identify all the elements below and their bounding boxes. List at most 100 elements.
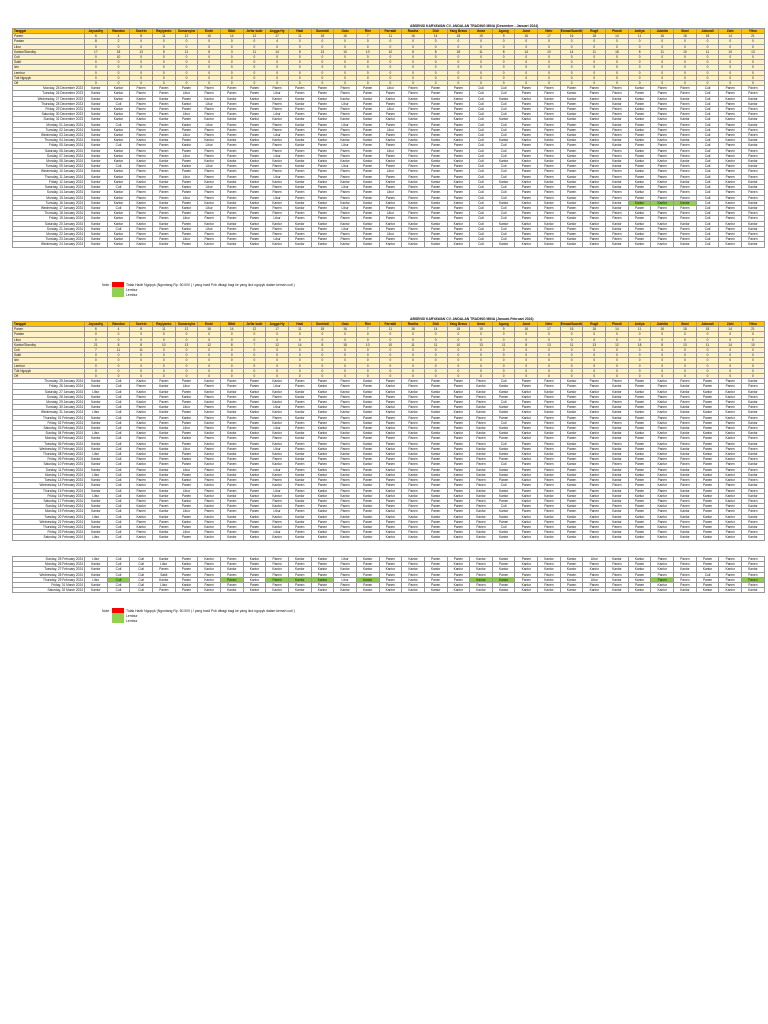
- summary-count: 0: [174, 59, 199, 66]
- table-row: Saturday, 24 February 2024 Libur Cuti Kanto…: [12, 534, 765, 541]
- column-header: Ja'far tudir: [242, 27, 267, 35]
- date-cell: Sunday, 28 January 2024: [12, 393, 85, 401]
- date-cell: Monday, 01 January 2024: [12, 121, 85, 128]
- summary-count: 0: [197, 64, 221, 71]
- summary-count: 0: [151, 59, 176, 66]
- status-cell: Kantor: [151, 508, 176, 515]
- status-cell: Kantor: [333, 587, 357, 594]
- summary-count: 0: [106, 74, 131, 82]
- table-row: Wednesday, 10 January 2024 Kantor Kantor Pa…: [12, 168, 765, 175]
- status-cell: Panen: [219, 555, 244, 563]
- column-header: Yitno: [741, 27, 765, 35]
- date-cell: Saturday, 30 December 2023: [12, 111, 85, 118]
- table-row: Friday, 09 February 2024 Kantor Cuti Panen P…: [12, 456, 765, 463]
- table-row: Wednesday, 17 January 2024 Kantor Cuti Pane…: [12, 204, 765, 212]
- date-cell: Friday, 05 January 2024: [12, 142, 85, 149]
- summary-count: 0: [151, 373, 176, 380]
- summary-count: 0: [129, 53, 153, 61]
- summary-count: 0: [219, 331, 244, 338]
- status-cell: Kantor: [219, 158, 244, 165]
- summary-count: 0: [106, 59, 131, 66]
- date-cell: Sunday, 11 February 2024: [12, 466, 85, 473]
- status-cell: Cuti: [106, 461, 131, 468]
- status-cell: Panen: [174, 534, 199, 541]
- table-row: Thursday, 08 February 2024 Libur Cuti Kanto…: [12, 451, 765, 458]
- status-cell: Panen: [741, 189, 765, 196]
- table-row: Tuesday, 02 January 2024 Kantor Kantor Pane…: [12, 126, 765, 134]
- column-header: Yitno: [741, 320, 765, 328]
- summary-count: 8: [197, 48, 221, 56]
- date-cell: Monday, 29 January 2024: [12, 399, 85, 406]
- table-row: Tuesday, 13 February 2024 Kantor Cuti Panen…: [12, 477, 765, 484]
- table-row: Wednesday, 07 February 2024 Kantor Cuti Pan…: [12, 445, 765, 453]
- status-cell: Cuti: [106, 561, 131, 568]
- status-cell: Panen: [219, 466, 244, 473]
- summary-count: 12: [174, 326, 199, 333]
- status-cell: Panen: [129, 414, 153, 421]
- status-cell: Kantor: [197, 492, 221, 499]
- summary-count: 0: [129, 373, 153, 380]
- status-cell: Kantor: [197, 534, 221, 541]
- summary-count: 13: [741, 48, 765, 56]
- status-cell: Kantor: [151, 220, 176, 227]
- status-cell: Panen: [151, 477, 176, 484]
- date-cell: Saturday, 24 February 2024: [12, 534, 85, 541]
- column-header: Bibit: [219, 27, 244, 35]
- status-cell: Kantor: [741, 388, 765, 395]
- status-cell: Panen: [129, 85, 153, 92]
- status-cell: Libur: [151, 561, 176, 568]
- table-row: Monday, 12 February 2024 Libur Cuti Kantor K…: [12, 471, 765, 479]
- summary-row: Kantor/Standby 17 18 13 8 11 8 3 11 14 8 13 10 10 10 8 8…: [12, 48, 765, 56]
- status-cell: Kantor: [673, 241, 697, 248]
- table-row: Tuesday, 09 January 2024 Kantor Cuti Panen P…: [12, 163, 765, 170]
- status-cell: Panen: [197, 230, 221, 238]
- summary-count: 0: [197, 352, 221, 359]
- status-cell: Panen: [219, 152, 244, 160]
- summary-count: 16: [197, 33, 221, 40]
- summary-count: 0: [151, 80, 176, 87]
- summary-count: 0: [174, 373, 199, 380]
- status-cell: Kantor: [446, 241, 471, 248]
- status-cell: Panen: [219, 477, 244, 484]
- status-cell: Cuti: [106, 445, 131, 453]
- status-cell: Panen: [219, 106, 244, 113]
- status-cell: Kantor: [219, 513, 244, 520]
- date-cell: Monday, 08 January 2024: [12, 158, 85, 165]
- status-cell: Kantor: [151, 404, 176, 411]
- summary-count: 0: [174, 336, 199, 343]
- status-cell: Kantor: [106, 95, 131, 102]
- status-cell: Kantor: [741, 471, 765, 479]
- summary-count: 0: [219, 80, 244, 87]
- status-cell: Panen: [219, 497, 244, 505]
- table-row: Monday, 19 February 2024 Kantor Cuti Panen K…: [12, 508, 765, 515]
- status-cell: Panen: [219, 482, 244, 489]
- status-cell: Panen: [219, 147, 244, 154]
- summary-count: 0: [129, 38, 153, 45]
- status-cell: Panen: [741, 445, 765, 453]
- status-cell: Cuti: [106, 513, 131, 520]
- status-cell: Kantor: [129, 137, 153, 144]
- table-row: Sunday, 28 January 2024 Kantor Cuti Panen Pa…: [12, 393, 765, 401]
- status-cell: Kantor: [741, 440, 765, 447]
- status-cell: Panen: [219, 503, 244, 510]
- summary-count: 8: [151, 48, 176, 56]
- summary-count: 0: [129, 331, 153, 338]
- status-cell: Kantor: [197, 158, 221, 165]
- status-cell: Cuti: [106, 184, 131, 191]
- status-cell: Panen: [219, 225, 244, 232]
- column-header: Soelrin: [129, 27, 153, 35]
- status-cell: Panen: [129, 435, 153, 442]
- status-cell: Panen: [174, 571, 199, 578]
- date-cell: Wednesday, 14 February 2024: [12, 482, 85, 489]
- table-row: Tuesday, 20 February 2024 Libur Cuti Kantor…: [12, 513, 765, 520]
- status-cell: Panen: [741, 152, 765, 160]
- summary-row: Izin 0 0 0 0 0 0 0 0 0 0 0 0 0 0 0 0 0 0 0 0 0 0 0 0 0 0 0 0 0 0: [12, 64, 765, 71]
- date-cell: Wednesday, 17 January 2024: [12, 204, 85, 212]
- table-row: Thursday, 28 December 2023 Kantor Cuti Pane…: [12, 100, 765, 108]
- status-cell: Panen: [219, 204, 244, 212]
- status-cell: Kantor: [355, 534, 380, 541]
- summary-count: 0: [174, 69, 199, 76]
- status-cell: Kantor: [174, 163, 199, 170]
- date-cell: Wednesday, 28 February 2024: [12, 571, 85, 578]
- date-cell: Wednesday, 31 January 2024: [12, 409, 85, 416]
